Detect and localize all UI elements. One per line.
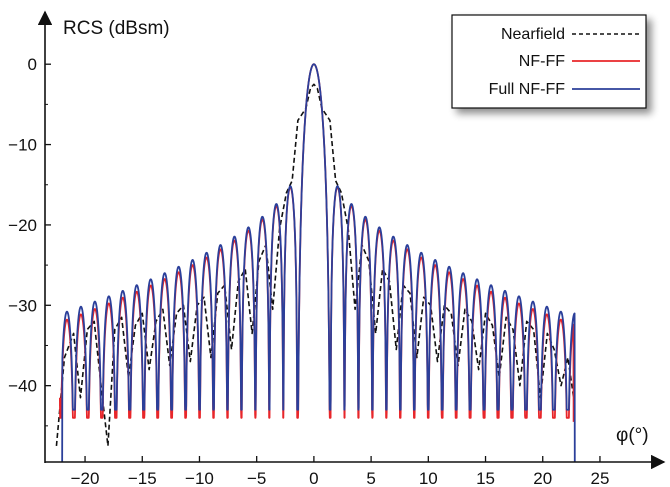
- y-tick-label: −40: [8, 377, 37, 396]
- y-axis-label: RCS (dBsm): [63, 18, 170, 39]
- x-axis-label: φ(°): [616, 425, 649, 446]
- x-tick-label: 15: [476, 469, 495, 487]
- series-layer: [55, 63, 576, 463]
- y-tick-label: −20: [8, 216, 37, 235]
- legend-label-full-nf-ff: Full NF-FF: [489, 81, 566, 98]
- legend-label-nf-ff: NF-FF: [519, 53, 565, 70]
- legend-label-nearfield: Nearfield: [501, 26, 565, 43]
- y-tick-label: 0: [28, 55, 37, 74]
- x-tick-label: −10: [185, 469, 214, 487]
- x-tick-label: 5: [366, 469, 375, 487]
- x-tick-label: −15: [128, 469, 157, 487]
- x-tick-label: −5: [247, 469, 266, 487]
- series-line-full-nf-ff: [61, 63, 576, 463]
- legend: Nearfield NF-FF Full NF-FF: [451, 14, 647, 109]
- x-tick-label: 20: [533, 469, 552, 487]
- x-tick-label: 25: [590, 469, 609, 487]
- x-tick-label: −20: [71, 469, 100, 487]
- y-tick-label: −10: [8, 136, 37, 155]
- x-tick-label: 0: [309, 469, 318, 487]
- y-tick-label: −30: [8, 296, 37, 315]
- tick-layer: −20 −15 −10 −5 0 5 10 15 20 25 0 −10 −20 −30 −40: [8, 23, 609, 487]
- series-line-nearfield: [55, 83, 576, 447]
- x-tick-label: 10: [419, 469, 438, 487]
